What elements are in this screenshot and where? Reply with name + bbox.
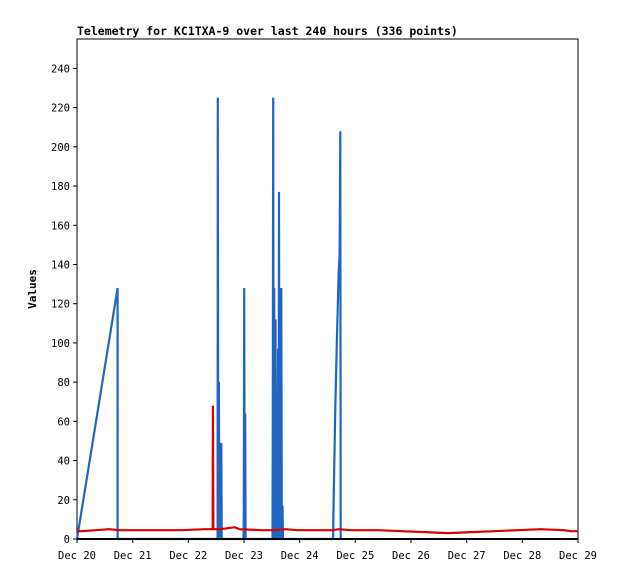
y-tick-label: 240 xyxy=(51,63,70,75)
x-tick-label: Dec 21 xyxy=(114,550,152,562)
y-tick-label: 40 xyxy=(57,456,70,468)
x-tick-label: Dec 27 xyxy=(448,550,486,562)
y-tick-label: 60 xyxy=(57,416,70,428)
y-tick-label: 120 xyxy=(51,299,70,311)
x-tick-label: Dec 20 xyxy=(58,550,96,562)
y-tick-label: 140 xyxy=(51,259,70,271)
y-tick-label: 180 xyxy=(51,181,70,193)
y-axis-label: Values xyxy=(26,269,39,309)
y-tick-label: 160 xyxy=(51,220,70,232)
plot-frame xyxy=(76,38,579,540)
x-tick-label: Dec 22 xyxy=(169,550,207,562)
x-tick-label: Dec 28 xyxy=(503,550,541,562)
y-tick-label: 100 xyxy=(51,338,70,350)
x-tick-label: Dec 29 xyxy=(559,550,597,562)
x-tick-label: Dec 24 xyxy=(281,550,319,562)
y-tick-label: 0 xyxy=(64,534,70,546)
x-tick-label: Dec 26 xyxy=(392,550,430,562)
x-tick-label: Dec 25 xyxy=(336,550,374,562)
series-line-0 xyxy=(75,97,342,541)
y-tick-label: 220 xyxy=(51,103,70,115)
chart-title: Telemetry for KC1TXA-9 over last 240 hou… xyxy=(77,24,458,38)
y-tick-label: 80 xyxy=(57,377,70,389)
x-tick-label: Dec 23 xyxy=(225,550,263,562)
series-line-1 xyxy=(77,405,578,535)
y-tick-label: 20 xyxy=(57,495,70,507)
y-tick-label: 200 xyxy=(51,142,70,154)
